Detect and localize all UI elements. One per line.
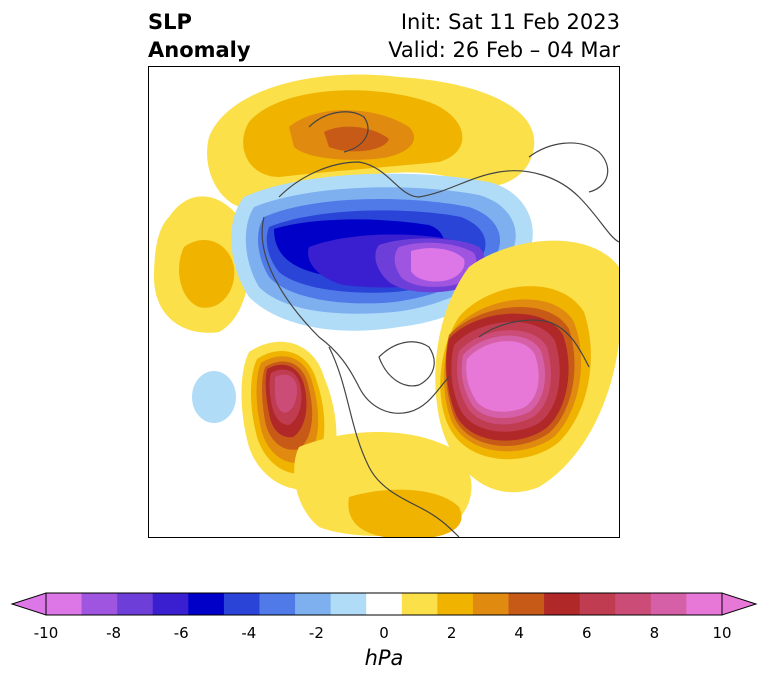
colorbar-tick-label: 8 [649,624,660,642]
map-title: SLP Anomaly [148,8,251,64]
colorbar-swatch [81,593,118,615]
colorbar-swatch [295,593,332,615]
low-anomaly-arctic [231,173,533,331]
coastlines [261,111,619,537]
colorbar-swatch [188,593,225,615]
forecast-dates: Init: Sat 11 Feb 2023 Valid: 26 Feb – 04… [388,8,620,64]
high-anomaly-north-pacific-west [154,196,250,333]
colorbar-swatch [46,593,83,615]
colorbar-swatch [544,593,581,615]
colorbar-swatch [259,593,296,615]
colorbar-tick-label: 0 [379,624,389,642]
colorbar [10,592,758,616]
title-variable: SLP [148,10,192,34]
colorbar-swatch [508,593,545,615]
colorbar-swatch [401,593,438,615]
colorbar-tick-label: -4 [241,624,257,642]
colorbar-tick-label: 6 [582,624,592,642]
colorbar-swatch [437,593,474,615]
colorbar-swatch [472,593,510,615]
anomaly-map [154,74,619,537]
colorbar-outline [45,592,723,616]
title-variable-suffix: Anomaly [148,38,251,62]
colorbar-tick-label: 2 [446,624,457,642]
colorbar-tick-label: 10 [712,624,732,642]
colorbar-tick-label: 4 [514,624,524,642]
colorbar-swatch [366,593,403,615]
low-anomaly-subtropical-pacific [192,371,236,423]
colorbar-tick-label: -2 [308,624,324,642]
valid-date: Valid: 26 Feb – 04 Mar [388,38,620,62]
high-anomaly-north-atlantic [435,240,619,493]
colorbar-swatch [650,593,687,615]
colorbar-swatch [686,593,723,615]
high-anomaly-scandinavia [207,74,535,209]
colorbar-tick-label: -6 [173,624,189,642]
colorbar-swatch [223,593,260,615]
map-panel [148,66,620,538]
colorbar-tick-label: -8 [106,624,122,642]
colorbar-tick-label: -10 [33,624,59,642]
colorbar-swatch [117,593,154,615]
colorbar-swatch [330,593,367,615]
colorbar-swatch [579,593,616,615]
colorbar-units: hPa [364,646,404,670]
init-date: Init: Sat 11 Feb 2023 [400,10,620,34]
colorbar-swatch [152,593,189,615]
colorbar-swatch [615,593,652,615]
colorbar-extend-high [721,592,758,616]
colorbar-extend-low [10,592,47,616]
